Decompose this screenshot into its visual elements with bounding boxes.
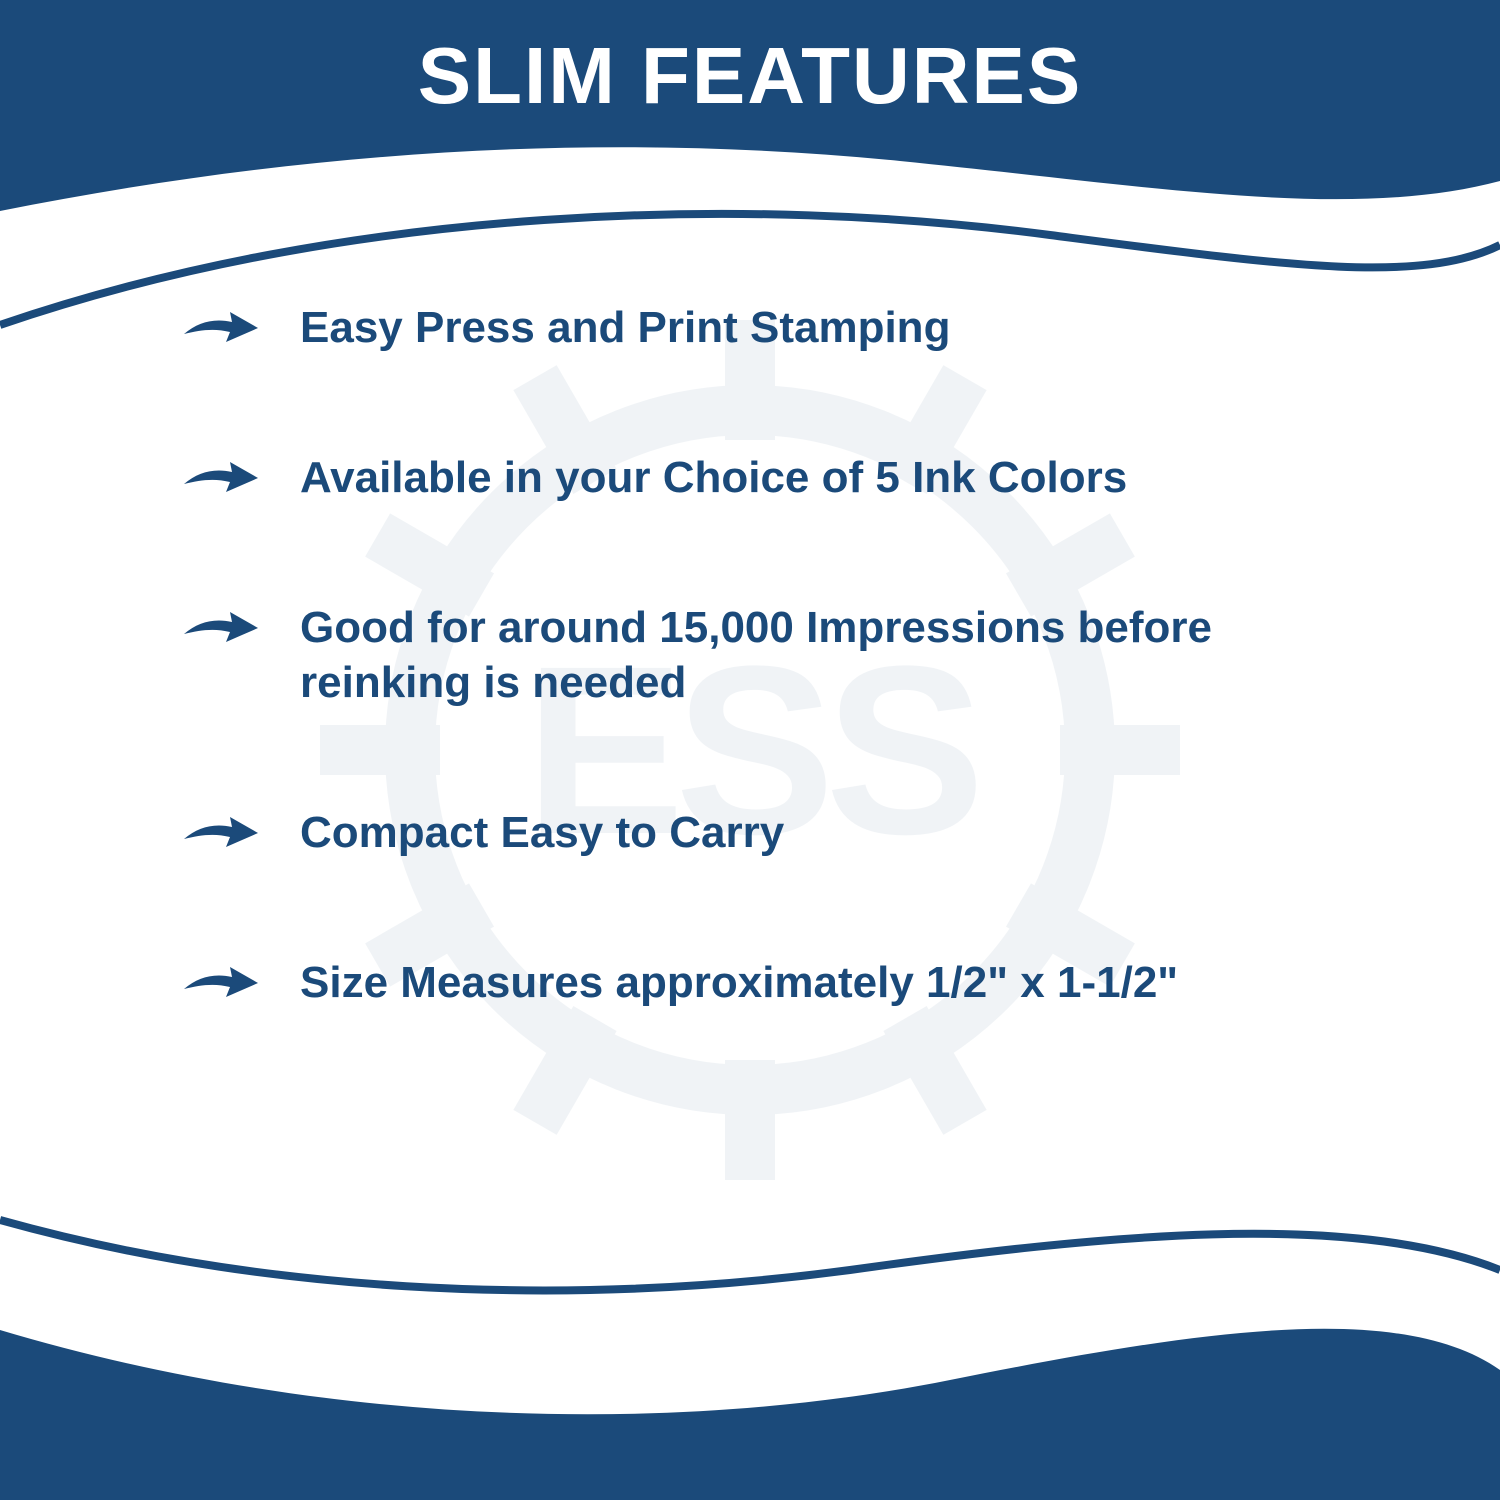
arrow-icon [180,961,260,1006]
arrow-icon [180,606,260,651]
feature-text: Size Measures approximately 1/2" x 1-1/2… [300,955,1178,1010]
feature-item: Size Measures approximately 1/2" x 1-1/2… [180,955,1380,1010]
features-list: Easy Press and Print Stamping Available … [180,300,1380,1105]
feature-text: Available in your Choice of 5 Ink Colors [300,450,1127,505]
feature-item: Easy Press and Print Stamping [180,300,1380,355]
feature-item: Available in your Choice of 5 Ink Colors [180,450,1380,505]
page-title: SLIM FEATURES [0,30,1500,122]
feature-text: Good for around 15,000 Impressions befor… [300,600,1380,710]
arrow-icon [180,306,260,351]
feature-text: Easy Press and Print Stamping [300,300,950,355]
infographic-container: ESS SLIM FEATURES Easy Press and Print S… [0,0,1500,1500]
arrow-icon [180,811,260,856]
arrow-icon [180,456,260,501]
feature-item: Good for around 15,000 Impressions befor… [180,600,1380,710]
bottom-swoosh-line [0,1160,1500,1340]
feature-item: Compact Easy to Carry [180,805,1380,860]
feature-text: Compact Easy to Carry [300,805,784,860]
